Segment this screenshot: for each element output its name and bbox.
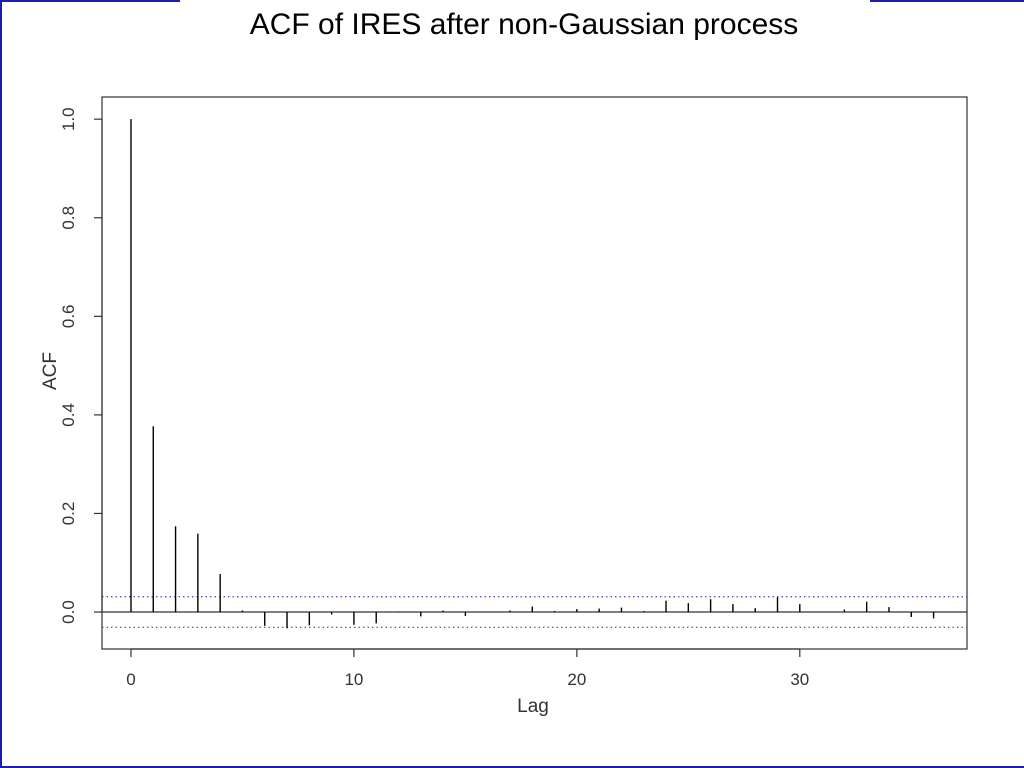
x-tick-label-0: 0 [126, 670, 135, 689]
y-axis-label: ACF [40, 352, 61, 390]
slide-frame-top-left [0, 0, 180, 2]
y-tick-label-4: 0.8 [59, 206, 78, 230]
plot-border [101, 96, 968, 650]
x-tick-label-30: 30 [790, 670, 809, 689]
y-tick-label-5: 1.0 [59, 107, 78, 131]
y-tick-label-3: 0.6 [59, 305, 78, 329]
slide-frame-top-right [870, 0, 1024, 2]
x-tick-label-10: 10 [344, 670, 363, 689]
x-tick-label-20: 20 [567, 670, 586, 689]
y-tick-label-0: 0.0 [59, 600, 78, 624]
x-axis-label: Lag [517, 696, 549, 717]
plot-frame [101, 96, 968, 650]
confidence-bands [102, 596, 967, 628]
slide-frame-bottom [0, 766, 1024, 768]
x-axis: 0 10 20 30 [126, 648, 809, 689]
y-axis: 0.0 0.2 0.4 0.6 0.8 1.0 [59, 107, 103, 624]
y-tick-label-1: 0.2 [59, 502, 78, 526]
slide-frame-left [0, 0, 2, 768]
slide-title: ACF of IRES after non-Gaussian process [249, 8, 799, 41]
y-tick-label-2: 0.4 [59, 403, 78, 427]
acf-bars [130, 119, 935, 629]
